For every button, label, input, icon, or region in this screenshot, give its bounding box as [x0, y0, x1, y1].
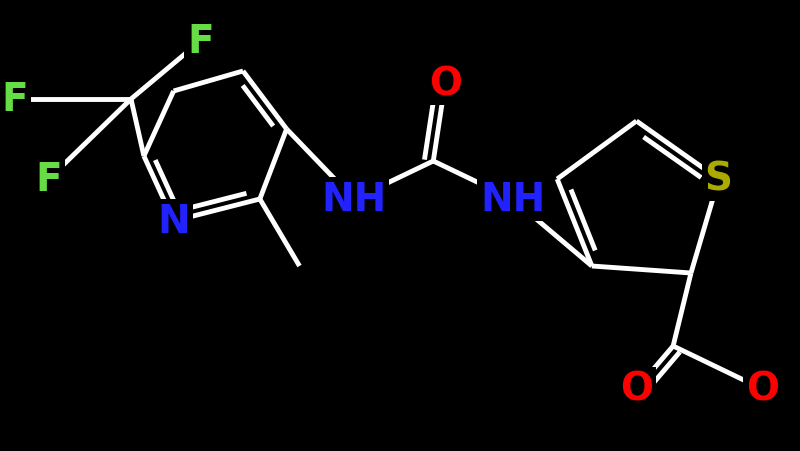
Text: NH: NH [480, 180, 546, 219]
Text: N: N [158, 202, 190, 240]
Text: O: O [746, 370, 779, 408]
Text: NH: NH [322, 180, 386, 219]
Text: F: F [187, 23, 214, 61]
Text: O: O [620, 370, 653, 408]
Text: F: F [2, 81, 28, 119]
Text: F: F [35, 161, 62, 198]
Text: S: S [705, 161, 733, 198]
Text: O: O [429, 65, 462, 103]
